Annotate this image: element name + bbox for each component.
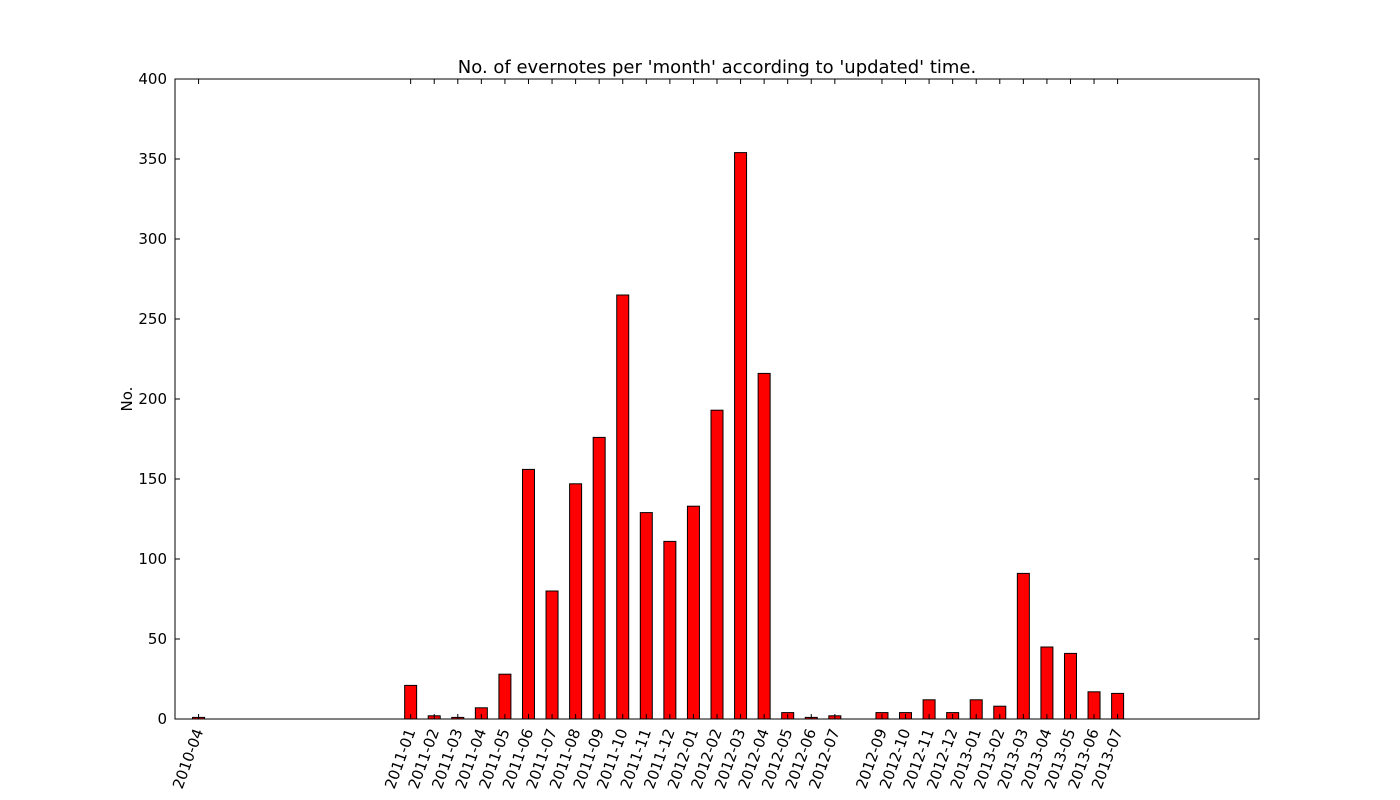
y-tick-label: 100 (138, 550, 167, 568)
bars-group (192, 152, 1125, 720)
y-tick-label: 400 (138, 70, 167, 88)
bar-2013-05 (1063, 652, 1077, 720)
plot-frame (174, 78, 1260, 720)
bar-2012-04 (757, 372, 771, 720)
bar-2011-06 (521, 468, 535, 720)
y-tick-label: 0 (157, 710, 167, 728)
bar-2012-03 (734, 152, 748, 720)
y-tick-label: 250 (138, 310, 167, 328)
y-axis-ticks: 0 50 100 150 200 250 300 350 400 (138, 70, 1259, 728)
bar-2013-03 (1016, 572, 1030, 720)
bar-2012-02 (710, 409, 724, 720)
bar-2011-01 (404, 684, 418, 720)
y-axis-label: No. (118, 387, 136, 412)
y-tick-label: 300 (138, 230, 167, 248)
bar-2011-10 (616, 294, 630, 720)
bar-2011-11 (639, 512, 653, 720)
chart-title: No. of evernotes per 'month' according t… (458, 57, 976, 78)
y-tick-label: 150 (138, 470, 167, 488)
bar-2012-01 (686, 505, 700, 720)
y-tick-label: 50 (148, 630, 167, 648)
x-tick-label: 2010-04 (169, 726, 207, 791)
bar-2011-07 (545, 590, 559, 720)
bar-2011-08 (569, 483, 583, 720)
bar-2011-05 (498, 673, 512, 720)
y-tick-label: 200 (138, 390, 167, 408)
bar-2013-04 (1040, 646, 1054, 720)
y-tick-label: 350 (138, 150, 167, 168)
bar-2011-09 (592, 436, 606, 720)
bar-2011-12 (663, 540, 677, 720)
